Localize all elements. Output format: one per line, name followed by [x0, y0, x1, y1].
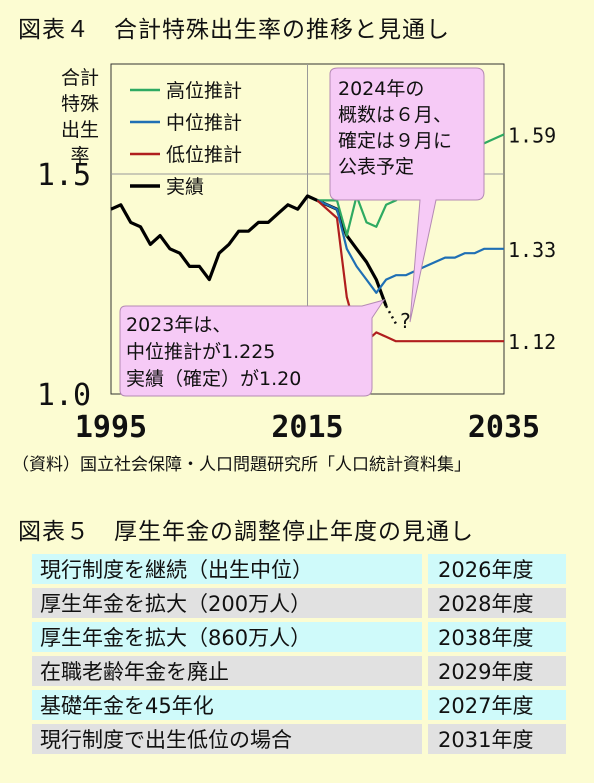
callout-2024-bubble: [329, 67, 485, 323]
callout-2023-line: 実績（確定）が1.20: [126, 368, 301, 390]
legend-item: 中位推計: [166, 112, 242, 134]
legend-item: 高位推計: [166, 80, 242, 102]
callout-2024-line: 2024年の: [338, 78, 424, 100]
callout-2024-line: 概数は６月、: [338, 104, 452, 126]
series-line-2: [316, 199, 504, 294]
dotted-extension: [385, 305, 398, 325]
x-tick-label: 2035: [468, 410, 540, 445]
row-label: 厚生年金を拡大（860万人）: [32, 620, 425, 656]
y-axis-label: 合計特殊出生率: [61, 67, 99, 167]
row-label: 厚生年金を拡大（200万人）: [32, 586, 425, 622]
row-label: 基礎年金を45年化: [32, 688, 425, 724]
table-row: 厚生年金を拡大（200万人） 2028年度: [32, 586, 566, 622]
row-year: 2031年度: [422, 722, 566, 758]
row-label: 現行制度を継続（出生中位）: [32, 554, 425, 588]
legend-item: 実績: [166, 176, 204, 198]
row-year: 2028年度: [422, 586, 566, 622]
row-label: 在職老齢年金を廃止: [32, 654, 425, 690]
y-axis-label-line: 特殊: [61, 93, 99, 115]
row-year: 2027年度: [422, 688, 566, 724]
adjustment-end-year-table: 現行制度を継続（出生中位） 2026年度 厚生年金を拡大（200万人） 2028…: [32, 554, 566, 758]
row-label: 現行制度で出生低位の場合: [32, 722, 425, 758]
row-year: 2029年度: [422, 654, 566, 690]
table-row: 基礎年金を45年化 2027年度: [32, 688, 566, 724]
source-note: （資料）国立社会保障・人口問題研究所「人口統計資料集」: [12, 455, 471, 475]
y-tick-label: 1.0: [37, 378, 91, 413]
row-year: 2038年度: [422, 620, 566, 656]
x-tick-label: 2015: [271, 410, 343, 445]
figure4-title: 図表４ 合計特殊出生率の推移と見通し: [18, 17, 450, 43]
row-year: 2026年度: [422, 554, 566, 588]
table-row: 現行制度で出生低位の場合 2031年度: [32, 722, 566, 758]
callout-2023-line: 中位推計が1.225: [126, 341, 275, 363]
y-axis-label-line: 合計: [61, 67, 99, 89]
y-tick-label: 1.5: [37, 158, 91, 193]
legend-item: 低位推計: [166, 144, 242, 166]
table-row: 在職老齢年金を廃止 2029年度: [32, 654, 566, 690]
y-axis-label-line: 出生: [61, 119, 99, 141]
callout-2024-line: 公表予定: [338, 156, 414, 178]
y-axis-label-line: 率: [70, 145, 89, 167]
fertility-rate-chart: 合計特殊出生率 1.0 1.5 1995 2015 2035 高位推計中位推計低位推計実…: [12, 63, 556, 475]
callout-2023-bubble: [119, 299, 386, 397]
end-value-label: 1.33: [508, 238, 556, 262]
end-value-label: 1.59: [508, 123, 556, 147]
callout-2024-line: 確定は９月に: [338, 130, 452, 152]
figure5-title: 図表５ 厚生年金の調整停止年度の見通し: [18, 519, 474, 545]
end-value-label: 1.12: [508, 330, 556, 354]
series-line-3: [316, 199, 504, 343]
callout-2023-line: 2023年は、: [126, 314, 231, 336]
question-mark: ?: [400, 309, 411, 333]
table-row: 現行制度を継続（出生中位） 2026年度: [32, 554, 566, 588]
x-tick-label: 1995: [75, 410, 147, 445]
table-row: 厚生年金を拡大（860万人） 2038年度: [32, 620, 566, 656]
